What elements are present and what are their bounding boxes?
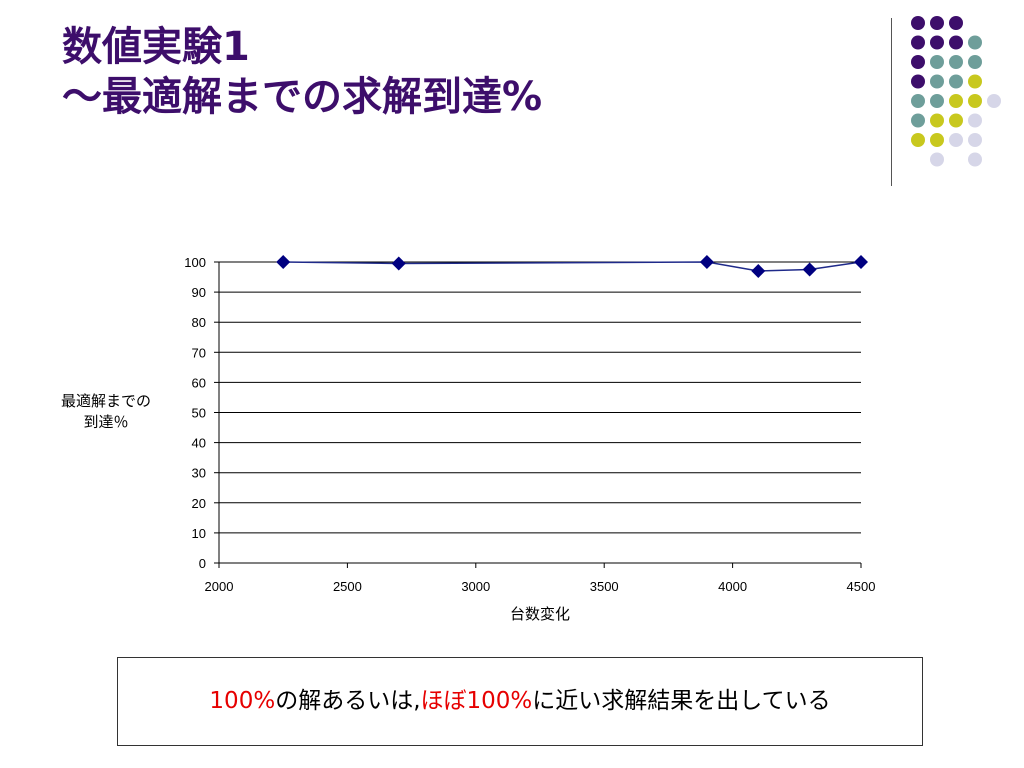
series-line — [283, 261, 862, 272]
y-tick-label: 70 — [192, 345, 206, 360]
decorative-dot — [949, 113, 963, 128]
decorative-dot — [968, 55, 982, 69]
data-point-marker — [699, 255, 714, 269]
y-axis-label: 最適解までの — [61, 392, 151, 410]
decorative-dot — [930, 133, 944, 147]
decorative-dot — [911, 133, 925, 147]
note-highlight-100: 100% — [209, 688, 276, 714]
y-tick-label: 60 — [192, 375, 206, 390]
decorative-dot — [968, 74, 982, 89]
decorative-dot — [911, 113, 925, 128]
decorative-dot — [949, 94, 963, 108]
data-point-marker — [854, 255, 868, 269]
slide-title-line1: 数値実験1 — [62, 24, 250, 70]
decorative-dot — [911, 94, 925, 108]
x-tick-label: 3500 — [590, 579, 619, 594]
decorative-dot-grid — [911, 16, 1001, 167]
x-axis-label: 台数変化 — [510, 605, 570, 623]
decorative-dot — [930, 16, 944, 30]
y-tick-label: 0 — [199, 556, 206, 571]
decorative-dot — [968, 113, 982, 128]
decorative-dot — [949, 74, 963, 89]
x-tick-label: 3000 — [461, 579, 490, 594]
data-point-marker — [276, 255, 291, 269]
decorative-dot — [968, 133, 982, 147]
decorative-dot — [911, 55, 925, 69]
y-tick-label: 40 — [192, 436, 206, 451]
summary-note-text: 100%の解あるいは,ほぼ100%に近い求解結果を出している — [118, 658, 922, 745]
x-tick-label: 4000 — [718, 579, 747, 594]
decorative-dot — [968, 35, 982, 50]
x-tick-label: 2000 — [205, 579, 234, 594]
x-tick-label: 2500 — [333, 579, 362, 594]
decorative-dot — [911, 16, 925, 30]
decorative-dot — [911, 74, 925, 89]
decorative-dot — [930, 113, 944, 128]
y-tick-label: 10 — [192, 526, 206, 541]
decorative-dot — [911, 35, 925, 50]
y-tick-label: 30 — [192, 466, 206, 481]
decorative-dot — [949, 55, 963, 69]
decorative-dot — [949, 35, 963, 50]
note-text-part4: に近い求解結果を出している — [532, 688, 831, 714]
summary-note-box: 100%の解あるいは,ほぼ100%に近い求解結果を出している — [117, 657, 923, 746]
y-axis-label: 到達％ — [83, 413, 128, 431]
data-point-marker — [391, 256, 406, 271]
decorative-dot — [987, 94, 1001, 108]
y-tick-label: 20 — [192, 496, 206, 511]
slide-title-line2: ～最適解までの求解到達% — [62, 74, 543, 120]
decorative-divider — [891, 18, 892, 186]
x-tick-label: 4500 — [847, 579, 876, 594]
data-point-marker — [751, 264, 766, 279]
decorative-dot — [968, 94, 982, 108]
decorative-dot — [930, 35, 944, 50]
note-highlight-almost-100: ほぼ100% — [420, 688, 533, 714]
y-tick-label: 90 — [192, 285, 206, 300]
y-tick-label: 100 — [184, 255, 206, 270]
decorative-dot — [930, 94, 944, 108]
decorative-dot — [949, 133, 963, 147]
y-tick-label: 50 — [192, 406, 206, 421]
decorative-dot — [930, 74, 944, 89]
reach-rate-line-chart: 0 10 20 30 40 50 60 70 80 90 100 2000 2500 3000 3500 40… — [61, 255, 876, 623]
decorative-dot — [968, 152, 982, 167]
decorative-dot — [930, 55, 944, 69]
data-point-marker — [802, 262, 817, 277]
slide-title: 数値実験1 ～最適解までの求解到達% — [62, 22, 542, 122]
decorative-dot — [930, 152, 944, 167]
note-text-part2: の解あるいは, — [275, 688, 421, 714]
y-tick-label: 80 — [192, 315, 206, 330]
decorative-dot — [949, 16, 963, 30]
